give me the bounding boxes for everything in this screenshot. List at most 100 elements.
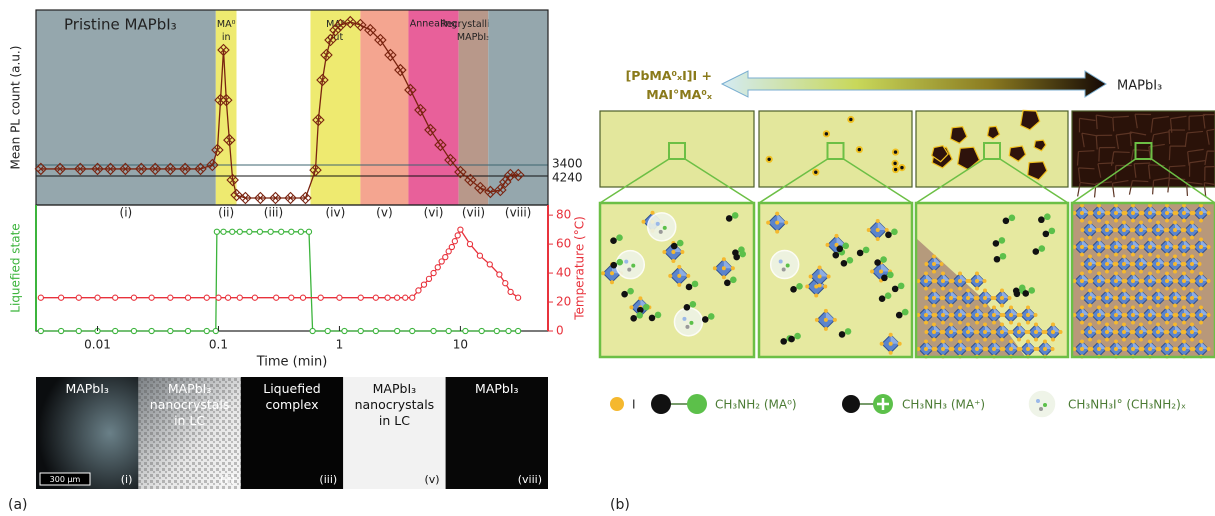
marker [457, 226, 464, 233]
marker [434, 264, 441, 271]
iodide [932, 322, 936, 327]
octahedron-face [968, 290, 976, 298]
iodide [939, 262, 944, 266]
bubble-dot [624, 259, 629, 264]
iodide [1156, 235, 1160, 240]
iodide [1139, 322, 1143, 327]
marker [409, 327, 416, 335]
octahedron-face [943, 341, 951, 349]
iodide [1105, 269, 1109, 274]
iodide [823, 326, 828, 331]
marker [309, 327, 316, 335]
iodide [1080, 286, 1084, 291]
iodide [1139, 220, 1143, 225]
iodide [1088, 322, 1092, 327]
iodide [967, 313, 972, 317]
iodide [932, 330, 936, 334]
iodide [916, 279, 921, 283]
octahedron-face [1175, 256, 1183, 264]
iodide [949, 337, 953, 342]
stage-label: (vi) [424, 206, 444, 220]
iodide [1148, 339, 1152, 344]
zoom-line [915, 158, 1069, 204]
marker [494, 183, 507, 197]
iodide [1088, 220, 1092, 225]
iodide [967, 279, 972, 283]
iodide [680, 250, 685, 255]
iodide [1097, 305, 1101, 310]
iodide [1122, 288, 1126, 293]
iodide [941, 271, 945, 276]
octahedron-face [1192, 256, 1200, 264]
marker [184, 294, 192, 301]
carbon [648, 314, 656, 322]
grain [1027, 161, 1048, 181]
carbon [891, 285, 899, 293]
iodide [1009, 313, 1013, 317]
carbon [836, 245, 844, 253]
marker [211, 143, 224, 157]
panel-label: (a) [8, 497, 28, 513]
octahedron-face [926, 307, 934, 315]
nucleus [767, 157, 771, 162]
octahedron-face [1158, 324, 1166, 332]
grain-boundary [1188, 159, 1206, 177]
marker [254, 191, 267, 205]
complex-bubble [646, 212, 677, 242]
iodide [1051, 330, 1055, 334]
micrograph-stage: (v) [425, 473, 440, 486]
iodide [1173, 330, 1177, 334]
zoom-line [758, 158, 913, 204]
marker [251, 294, 259, 301]
zoom-line [599, 158, 755, 204]
octahedron-face [934, 324, 942, 332]
zoom-square [983, 142, 1001, 160]
iodide [1182, 279, 1186, 283]
nucleus [893, 167, 898, 172]
grain-boundary [1203, 182, 1215, 197]
iodide [1182, 211, 1186, 215]
marker [415, 287, 422, 294]
iodide [1080, 218, 1084, 223]
octahedron-face [1036, 324, 1044, 332]
carbon [1032, 248, 1040, 255]
marker [229, 228, 236, 235]
octahedron-face [960, 307, 968, 315]
iodide [1097, 252, 1101, 257]
iodide [949, 288, 953, 293]
iodide [884, 227, 889, 232]
marker [130, 327, 138, 335]
iodide [932, 303, 936, 308]
iodide [1089, 279, 1094, 283]
iodide [1097, 237, 1101, 242]
nucleus [893, 161, 897, 166]
iodide [1156, 288, 1160, 293]
detail-frame [757, 201, 914, 359]
iodide [1088, 269, 1092, 274]
iodide [983, 322, 987, 327]
iodide [1114, 296, 1119, 300]
octahedron-face [1175, 222, 1183, 230]
marker [104, 162, 117, 176]
iodide [1097, 347, 1101, 351]
marker [478, 327, 485, 335]
marker [424, 123, 437, 137]
nitrogen [730, 276, 737, 284]
nitrogen [846, 257, 854, 264]
iodide [1131, 330, 1136, 334]
iodide [1197, 296, 1202, 300]
nitrogen [654, 311, 662, 319]
grain-boundary [1077, 167, 1095, 182]
iodide [1139, 337, 1143, 342]
grain-boundary [1184, 130, 1204, 147]
plot-frame [35, 204, 549, 332]
iodide [1122, 303, 1126, 308]
iodide [933, 347, 938, 351]
iodide [1080, 228, 1085, 232]
grain [931, 145, 949, 163]
nitrogen [844, 328, 852, 335]
legend-carbon [842, 395, 860, 413]
iodide [641, 219, 646, 224]
octahedron-face [985, 290, 993, 298]
